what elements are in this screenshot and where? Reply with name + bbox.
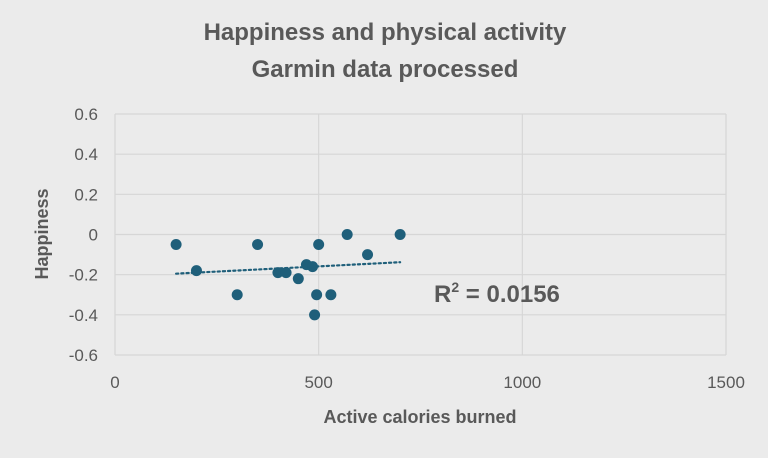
- scatter-point: [309, 309, 321, 321]
- x-tick-label: 1500: [707, 373, 745, 392]
- scatter-point: [325, 289, 337, 301]
- scatter-point: [252, 239, 264, 251]
- tick-labels: 0.6 0.4 0.2 0 -0.2 -0.4 -0.6 0 500 1000 1500: [69, 105, 745, 392]
- scatter-point: [292, 273, 304, 285]
- y-tick-label: 0.6: [74, 105, 98, 124]
- gridlines: [114, 113, 727, 356]
- scatter-point: [280, 267, 292, 279]
- y-tick-label: -0.2: [69, 266, 98, 285]
- scatter-point: [307, 261, 319, 273]
- scatter-point: [272, 267, 284, 279]
- y-tick-label: 0.4: [74, 145, 98, 164]
- r-squared-value: = 0.0156: [459, 281, 560, 308]
- scatter-point: [231, 289, 243, 301]
- chart-title: Happiness and physical activity: [204, 19, 567, 46]
- chart-subtitle: Garmin data processed: [252, 56, 519, 83]
- scatter-point: [170, 239, 182, 251]
- y-tick-label: 0.2: [74, 185, 98, 204]
- scatter-point: [313, 239, 325, 251]
- scatter-point: [341, 229, 353, 240]
- x-axis-title: Active calories burned: [323, 407, 516, 427]
- scatter-point: [362, 249, 374, 261]
- data-points: [170, 229, 406, 321]
- y-axis-title: Happiness: [32, 188, 52, 279]
- x-tick-label: 1000: [503, 373, 541, 392]
- y-tick-label: -0.6: [69, 346, 98, 365]
- y-tick-label: -0.4: [69, 306, 98, 325]
- r-squared-exponent: 2: [451, 279, 459, 295]
- scatter-point: [190, 265, 202, 277]
- r-squared-annotation: R2 = 0.0156: [434, 279, 560, 308]
- r-squared-label: R: [434, 281, 451, 308]
- scatter-point: [394, 229, 406, 240]
- scatter-point: [311, 289, 323, 301]
- y-tick-label: 0: [89, 226, 98, 245]
- x-tick-label: 500: [304, 373, 332, 392]
- x-tick-label: 0: [110, 373, 119, 392]
